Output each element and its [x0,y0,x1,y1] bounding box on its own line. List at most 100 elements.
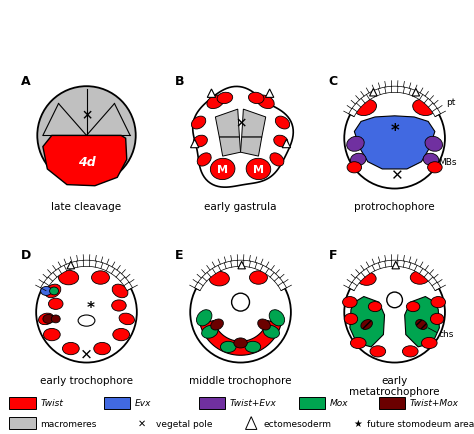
Text: M: M [253,164,264,174]
Text: *: * [390,122,399,139]
Polygon shape [246,417,257,430]
Text: early gastrula: early gastrula [204,201,277,211]
Ellipse shape [347,162,362,174]
Ellipse shape [211,319,223,330]
Text: Mox: Mox [329,398,348,408]
Text: C: C [328,75,338,88]
Ellipse shape [44,329,60,341]
FancyBboxPatch shape [199,397,225,409]
Ellipse shape [355,100,376,116]
Text: protrochophore: protrochophore [354,201,435,211]
FancyBboxPatch shape [9,417,36,430]
Ellipse shape [209,272,229,286]
Ellipse shape [350,338,366,349]
Ellipse shape [370,346,386,357]
Ellipse shape [94,342,110,355]
Text: Evx: Evx [135,398,152,408]
Ellipse shape [258,319,270,330]
Polygon shape [412,89,419,97]
Ellipse shape [43,315,54,324]
Ellipse shape [421,338,437,349]
Ellipse shape [275,117,290,130]
Text: future stomodeum area: future stomodeum area [367,418,474,427]
Ellipse shape [113,329,129,341]
Text: macromeres: macromeres [40,418,97,427]
FancyBboxPatch shape [379,397,405,409]
Ellipse shape [361,320,373,330]
Ellipse shape [234,338,247,348]
Ellipse shape [273,136,288,148]
FancyBboxPatch shape [9,397,36,409]
FancyBboxPatch shape [299,397,325,409]
Ellipse shape [246,159,271,180]
Ellipse shape [257,96,274,109]
Polygon shape [207,90,216,98]
Polygon shape [370,89,377,97]
Text: Twist+Evx: Twist+Evx [230,398,277,408]
Text: early trochophore: early trochophore [40,375,133,385]
Ellipse shape [78,315,95,326]
Ellipse shape [416,320,427,330]
Polygon shape [405,297,439,347]
Polygon shape [219,138,240,157]
Ellipse shape [270,154,284,167]
Ellipse shape [402,346,418,357]
Ellipse shape [263,326,280,339]
Ellipse shape [245,342,261,353]
Polygon shape [200,321,281,355]
Text: chs: chs [438,329,454,338]
Ellipse shape [346,137,364,152]
Text: pt: pt [446,98,456,107]
Ellipse shape [58,271,79,285]
Ellipse shape [413,100,435,116]
Polygon shape [191,140,199,148]
Ellipse shape [269,310,284,326]
Ellipse shape [45,285,61,298]
Text: M: M [217,164,228,174]
Text: 4d: 4d [78,156,95,169]
Ellipse shape [431,297,446,308]
Ellipse shape [201,326,218,339]
Text: Twist: Twist [40,398,63,408]
Ellipse shape [50,287,58,295]
Ellipse shape [48,299,63,310]
FancyBboxPatch shape [104,397,130,409]
Ellipse shape [119,313,135,325]
Polygon shape [67,262,74,269]
Polygon shape [43,136,127,186]
Ellipse shape [350,154,366,166]
Text: F: F [328,248,337,261]
Ellipse shape [249,271,267,285]
Polygon shape [242,110,266,138]
Circle shape [36,262,137,363]
Text: Twist+Mox: Twist+Mox [410,398,459,408]
Polygon shape [282,140,291,148]
Circle shape [190,262,291,363]
Circle shape [37,87,136,185]
Polygon shape [349,87,440,118]
Circle shape [387,293,402,308]
Polygon shape [392,262,400,269]
Ellipse shape [220,342,236,353]
Text: ✕: ✕ [138,418,146,428]
Text: A: A [20,75,30,88]
Ellipse shape [410,271,429,285]
Ellipse shape [406,302,420,312]
Ellipse shape [210,159,235,180]
Ellipse shape [91,271,109,285]
Ellipse shape [207,96,224,109]
Circle shape [344,262,445,363]
Text: vegetal pole: vegetal pole [156,418,213,427]
Ellipse shape [430,314,444,325]
Polygon shape [238,262,246,269]
Polygon shape [41,260,132,291]
Ellipse shape [51,315,60,323]
Text: MBs: MBs [438,158,457,167]
Ellipse shape [112,300,126,311]
Ellipse shape [197,154,211,167]
Polygon shape [240,138,262,157]
Ellipse shape [428,162,442,174]
Ellipse shape [344,314,358,325]
Ellipse shape [41,287,52,296]
Ellipse shape [38,313,54,325]
